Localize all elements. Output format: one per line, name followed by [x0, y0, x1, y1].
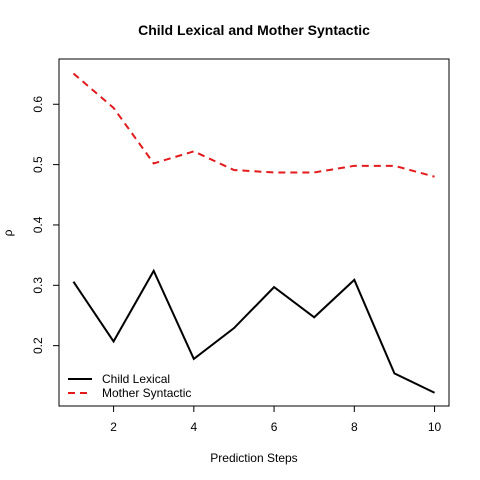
- legend-label-child-lexical: Child Lexical: [102, 372, 170, 386]
- x-tick-label: 4: [190, 420, 197, 434]
- x-tick-label: 10: [428, 420, 442, 434]
- x-tick-label: 6: [271, 420, 278, 434]
- x-tick-label: 8: [351, 420, 358, 434]
- x-tick-label: 2: [110, 420, 117, 434]
- y-tick-label: 0.2: [31, 337, 45, 354]
- y-tick-label: 0.5: [31, 156, 45, 173]
- y-tick-label: 0.3: [31, 277, 45, 294]
- x-axis: 2 4 6 8 10: [110, 406, 442, 434]
- y-tick-label: 0.6: [31, 96, 45, 113]
- y-tick-label: 0.4: [31, 216, 45, 233]
- series-line-child-lexical: [72, 268, 435, 394]
- plot-frame: [58, 58, 450, 407]
- chart-title: Child Lexical and Mother Syntactic: [138, 22, 370, 38]
- series-layer: [72, 72, 435, 394]
- series-line-mother-syntactic: [72, 72, 435, 178]
- x-axis-label: Prediction Steps: [210, 451, 297, 465]
- legend: Child Lexical Mother Syntactic: [68, 372, 191, 400]
- legend-label-mother-syntactic: Mother Syntactic: [102, 386, 191, 400]
- y-axis-label: ρ: [1, 229, 15, 236]
- y-axis: 0.2 0.3 0.4 0.5 0.6: [31, 96, 59, 354]
